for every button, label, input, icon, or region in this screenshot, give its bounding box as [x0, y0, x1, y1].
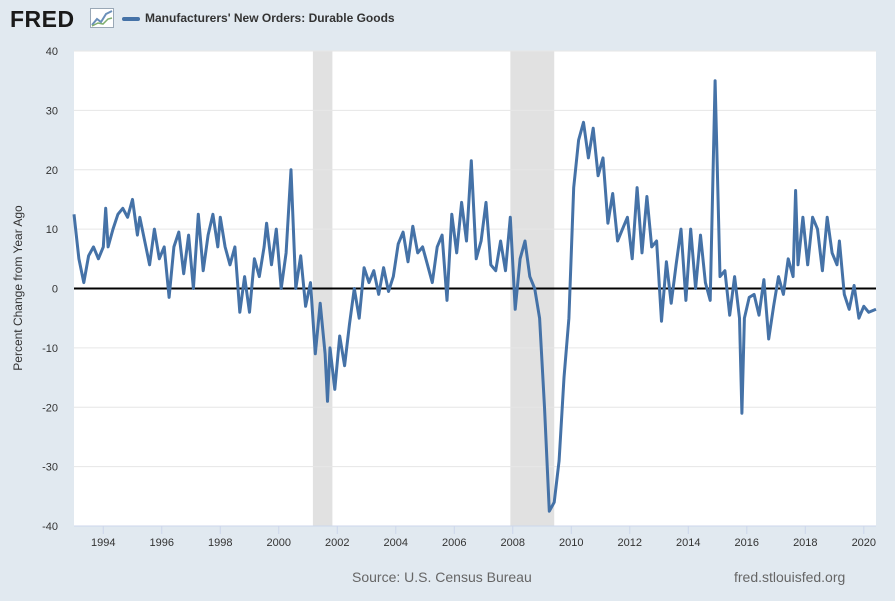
y-tick-label: -20: [42, 402, 58, 414]
y-tick-label: -10: [42, 343, 58, 355]
x-tick-label: 2004: [384, 537, 408, 549]
x-tick-label: 1994: [91, 537, 115, 549]
x-tick-label: 2020: [852, 537, 876, 549]
chart-header: FRED Manufacturers' New Orders: Durable …: [0, 0, 895, 40]
y-tick-label: 40: [46, 46, 58, 58]
x-tick-label: 2000: [267, 537, 291, 549]
x-tick-label: 2010: [559, 537, 583, 549]
x-tick-label: 1998: [208, 537, 232, 549]
x-tick-label: 2018: [793, 537, 817, 549]
y-tick-label: 10: [46, 224, 58, 236]
x-tick-label: 1996: [150, 537, 174, 549]
legend-label: Manufacturers' New Orders: Durable Goods: [145, 11, 395, 25]
y-tick-label: 30: [46, 105, 58, 117]
line-chart-icon: [90, 8, 114, 28]
x-tick-label: 2016: [735, 537, 759, 549]
fred-logo[interactable]: FRED: [10, 6, 75, 32]
legend-swatch: [122, 17, 140, 21]
y-tick-label: -30: [42, 462, 58, 474]
y-axis: 40 30 20 10 0 -10 -20 -30 -40: [42, 46, 58, 533]
x-tick-label: 2012: [618, 537, 642, 549]
x-tick-label: 2008: [501, 537, 525, 549]
y-tick-label: 0: [52, 284, 58, 296]
x-tick-label: 2006: [442, 537, 466, 549]
x-tick-label: 2002: [325, 537, 349, 549]
source-note: Source: U.S. Census Bureau: [352, 569, 532, 585]
y-tick-label: -40: [42, 521, 58, 533]
x-axis: 1994 1996 1998 2000 2002 2004 2006 2008 2010 2012…: [74, 525, 876, 549]
series-line: [72, 79, 877, 513]
y-tick-label: 20: [46, 165, 58, 177]
y-axis-label: Percent Change from Year Ago: [11, 205, 25, 371]
x-tick-label: 2014: [676, 537, 700, 549]
site-link[interactable]: fred.stlouisfed.org: [734, 569, 846, 585]
